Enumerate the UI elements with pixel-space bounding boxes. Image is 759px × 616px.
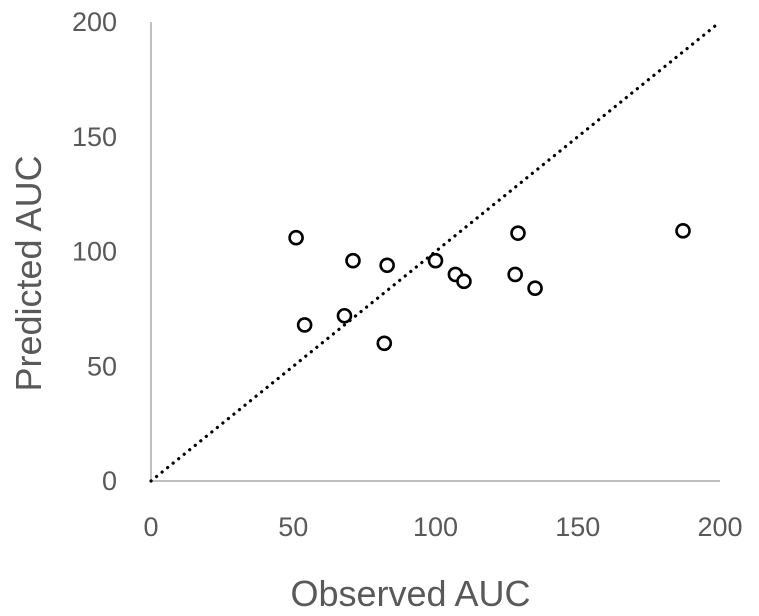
axes-layer (150, 22, 720, 482)
identity-reference-line (149, 20, 722, 483)
data-point (345, 252, 361, 269)
points-layer (288, 223, 691, 352)
data-point (675, 223, 691, 239)
x-axis-title: Observed AUC (290, 573, 530, 614)
data-point (456, 273, 472, 290)
reference-line-layer (149, 20, 722, 483)
data-point (296, 317, 313, 333)
y-tick-label: 150 (72, 122, 117, 152)
y-tick-label: 50 (87, 351, 117, 381)
x-tick-label: 50 (278, 512, 308, 542)
data-point (336, 307, 353, 324)
y-tick-label: 0 (102, 466, 117, 496)
data-point (288, 229, 304, 246)
x-tick-label: 150 (555, 512, 600, 542)
y-axis-title: Predicted AUC (8, 155, 49, 391)
labels-layer: 0 50 100 150 200 0 50 100 150 200 Observed AUC Pred… (8, 7, 743, 614)
y-tick-label: 100 (72, 237, 117, 267)
data-point (527, 280, 543, 297)
y-tick-label: 200 (72, 7, 117, 37)
x-tick-label: 100 (413, 512, 458, 542)
x-tick-label: 200 (697, 512, 742, 542)
data-point (376, 335, 393, 352)
x-tick-label: 0 (143, 512, 158, 542)
data-point (510, 225, 526, 241)
data-point (379, 257, 395, 274)
data-point (427, 252, 444, 269)
data-point (507, 266, 523, 283)
